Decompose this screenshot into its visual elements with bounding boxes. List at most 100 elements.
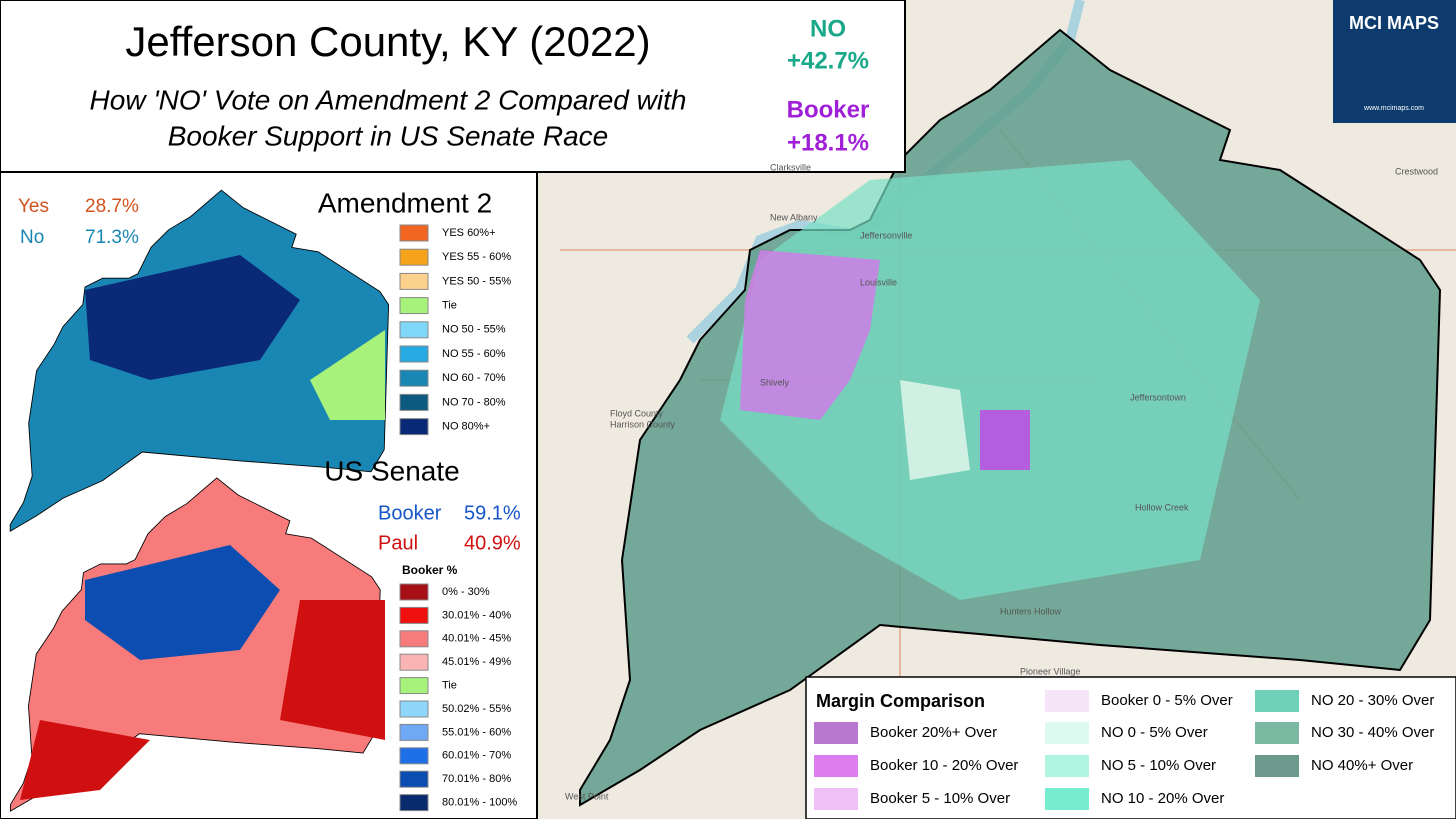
legend-swatch: [814, 755, 858, 777]
yes-label: Yes: [18, 196, 49, 217]
legend-swatch: [399, 345, 429, 363]
margin-legend-box: [805, 676, 1456, 819]
legend-swatch: [1255, 722, 1299, 744]
booker-label: Booker: [378, 502, 442, 524]
legend-label: Booker 10 - 20% Over: [870, 757, 1018, 774]
place-label: Floyd County: [610, 408, 664, 418]
place-label: Hollow Creek: [1135, 502, 1189, 512]
senate-area: [85, 545, 280, 660]
legend-label: NO 70 - 80%: [442, 396, 506, 408]
legend-label: NO 10 - 20% Over: [1101, 790, 1224, 807]
no-label: No: [20, 227, 44, 248]
paul-label: Paul: [378, 532, 418, 554]
place-label: New Albany: [770, 212, 818, 222]
logo-url: www.mcimaps.com: [1363, 105, 1424, 112]
senate-title: US Senate: [324, 455, 459, 486]
legend-swatch: [399, 747, 429, 765]
booker-margin: +18.1%: [787, 129, 869, 156]
legend-label: 30.01% - 40%: [442, 609, 511, 621]
paul-value: 40.9%: [464, 532, 521, 554]
legend-swatch: [399, 677, 429, 695]
legend-swatch: [1255, 690, 1299, 712]
legend-swatch: [1045, 690, 1089, 712]
logo-box: [1333, 0, 1456, 123]
legend-label: 50.02% - 55%: [442, 703, 511, 715]
legend-swatch: [399, 418, 429, 436]
amendment-title: Amendment 2: [318, 187, 492, 218]
legend-swatch: [814, 788, 858, 810]
margin-title: Margin Comparison: [816, 691, 985, 711]
legend-label: NO 55 - 60%: [442, 348, 506, 360]
place-label: Crestwood: [1395, 166, 1438, 176]
legend-label: Tie: [442, 680, 457, 692]
place-label: Louisville: [860, 277, 897, 287]
legend-label: NO 50 - 55%: [442, 324, 506, 336]
legend-swatch: [814, 722, 858, 744]
booker-area: [980, 410, 1030, 470]
legend-label: NO 20 - 30% Over: [1311, 692, 1434, 709]
logo-name: MCI MAPS: [1349, 13, 1439, 33]
legend-label: NO 30 - 40% Over: [1311, 724, 1434, 741]
legend-swatch: [399, 321, 429, 339]
legend-swatch: [1045, 755, 1089, 777]
legend-label: NO 60 - 70%: [442, 372, 506, 384]
place-label: Shively: [760, 377, 790, 387]
legend-label: NO 0 - 5% Over: [1101, 724, 1208, 741]
legend-label: Booker 0 - 5% Over: [1101, 692, 1233, 709]
booker-area: [740, 250, 880, 420]
legend-swatch: [399, 369, 429, 387]
legend-label: 40.01% - 45%: [442, 633, 511, 645]
legend-swatch: [1045, 722, 1089, 744]
place-label: Pioneer Village: [1020, 666, 1080, 676]
legend-label: 55.01% - 60%: [442, 726, 511, 738]
legend-swatch: [399, 606, 429, 624]
place-label: Harrison County: [610, 419, 676, 429]
senate-area: [20, 600, 385, 800]
legend-label: YES 60%+: [442, 227, 496, 239]
no-label: NO: [810, 15, 846, 42]
legend-swatch: [399, 723, 429, 741]
legend-swatch: [1255, 755, 1299, 777]
legend-swatch: [399, 583, 429, 601]
legend-label: 45.01% - 49%: [442, 656, 511, 668]
place-label: Jeffersontown: [1130, 392, 1186, 402]
yes-value: 28.7%: [85, 196, 139, 217]
legend-swatch: [399, 248, 429, 266]
legend-swatch: [1045, 788, 1089, 810]
place-label: Hunters Hollow: [1000, 606, 1062, 616]
no-margin: +42.7%: [787, 47, 869, 74]
legend-swatch: [399, 297, 429, 315]
legend-swatch: [399, 393, 429, 411]
no-value: 71.3%: [85, 227, 139, 248]
legend-label: YES 50 - 55%: [442, 275, 511, 287]
legend-label: 70.01% - 80%: [442, 773, 511, 785]
legend-swatch: [399, 224, 429, 242]
legend-swatch: [399, 700, 429, 718]
legend-label: NO 40%+ Over: [1311, 757, 1413, 774]
subtitle: How 'NO' Vote on Amendment 2 Compared wi…: [90, 84, 687, 115]
no-light-area: [900, 380, 970, 480]
legend-swatch: [399, 653, 429, 671]
legend-swatch: [399, 630, 429, 648]
title-box: [0, 0, 906, 173]
legend-label: 60.01% - 70%: [442, 750, 511, 762]
legend-label: Booker 20%+ Over: [870, 724, 997, 741]
amendment-area: [85, 255, 300, 380]
legend-label: YES 55 - 60%: [442, 251, 511, 263]
place-label: Clarksville: [770, 162, 811, 172]
booker-value: 59.1%: [464, 502, 521, 524]
legend-label: 80.01% - 100%: [442, 797, 517, 809]
legend-label: Tie: [442, 300, 457, 312]
legend-label: NO 80%+: [442, 421, 490, 433]
place-label: Jeffersonville: [860, 230, 912, 240]
legend-label: Booker 5 - 10% Over: [870, 790, 1010, 807]
senate-legend-title: Booker %: [402, 563, 458, 577]
booker-label: Booker: [787, 96, 870, 123]
legend-swatch: [399, 794, 429, 812]
amendment-area: [310, 330, 385, 420]
subtitle: Booker Support in US Senate Race: [168, 120, 608, 151]
place-label: West Point: [565, 791, 609, 801]
legend-swatch: [399, 272, 429, 290]
